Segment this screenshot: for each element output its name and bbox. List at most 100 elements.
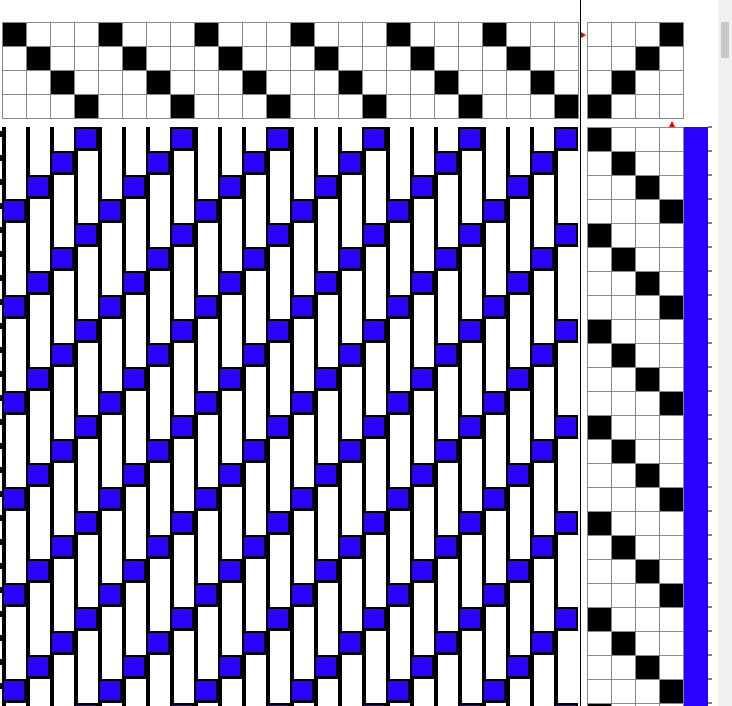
treadling-cell — [611, 151, 636, 176]
edge-tick — [0, 179, 2, 185]
weft-float-fill — [76, 609, 96, 628]
threading-cell — [242, 46, 267, 71]
warp-edge — [218, 127, 222, 706]
weft-float-fill — [244, 345, 264, 364]
weft-float — [554, 703, 578, 706]
treadling-cell — [611, 295, 636, 320]
threading-cell — [314, 46, 339, 71]
warp-edge — [146, 127, 150, 706]
threading-cell — [290, 94, 315, 119]
treadling-cell — [635, 655, 660, 680]
threading-cell — [314, 94, 339, 119]
weft-float-fill — [124, 369, 144, 388]
threading-cell — [170, 94, 195, 119]
threading-cell — [434, 94, 459, 119]
marker — [581, 32, 586, 38]
threading-cell — [482, 94, 507, 119]
threading-cell — [458, 46, 483, 71]
threading-cell — [98, 94, 123, 119]
threading-cell — [482, 70, 507, 95]
threading-cell — [554, 70, 579, 95]
treadling-cell — [635, 199, 660, 224]
weft-float-fill — [412, 369, 432, 388]
threading-cell — [530, 22, 555, 47]
treadling-cell — [587, 151, 612, 176]
treadling-cell — [659, 607, 684, 632]
weft-float-fill — [364, 609, 384, 628]
weft-float-fill — [484, 393, 504, 412]
weft-float-fill — [436, 153, 456, 172]
threading-cell — [194, 94, 219, 119]
weft-float-fill — [532, 345, 552, 364]
edge-tick — [0, 131, 2, 137]
grids — [0, 22, 712, 706]
weft-float-fill — [340, 537, 360, 556]
treadling-cell — [611, 415, 636, 440]
threading-cell — [386, 22, 411, 47]
treadling-cell — [587, 607, 612, 632]
weft-float-fill — [220, 657, 240, 676]
treadling-cell — [587, 175, 612, 200]
treadling-cell — [659, 511, 684, 536]
treadling-cell — [659, 463, 684, 488]
treadling-cell — [611, 127, 636, 152]
treadling-cell — [635, 439, 660, 464]
warp-edge — [530, 127, 534, 706]
treadling-cell — [659, 151, 684, 176]
treadling-cell — [659, 199, 684, 224]
weft-float-fill — [196, 585, 216, 604]
threading-cell — [554, 46, 579, 71]
treadling-cell — [611, 463, 636, 488]
weft-float-fill — [244, 441, 264, 460]
threading-cell — [266, 22, 291, 47]
weft-float-fill — [4, 201, 24, 220]
weft-float-fill — [52, 249, 72, 268]
threading-cell — [410, 94, 435, 119]
weft-float-fill — [460, 417, 480, 436]
treadling-cell — [659, 535, 684, 560]
treadling-cell — [635, 151, 660, 176]
threading-cell — [458, 94, 483, 119]
weft-float-fill — [484, 681, 504, 700]
tieup-cell — [587, 70, 612, 95]
warp-edge — [338, 127, 342, 706]
weft-float-fill — [316, 465, 336, 484]
tieup-cell — [659, 94, 684, 119]
treadling-cell — [611, 223, 636, 248]
edge-tick — [0, 299, 2, 305]
threading-cell — [314, 22, 339, 47]
treadling-cell — [587, 343, 612, 368]
treadling-cell — [635, 511, 660, 536]
weft-float-fill — [364, 129, 384, 148]
edge-tick — [0, 539, 2, 545]
threading-cell — [2, 94, 27, 119]
tieup-cell — [611, 46, 636, 71]
threading-cell — [170, 22, 195, 47]
threading-cell — [170, 70, 195, 95]
weft-float-fill — [436, 537, 456, 556]
weft-float-fill — [532, 441, 552, 460]
weft-float — [170, 703, 194, 706]
weft-float-fill — [244, 153, 264, 172]
scrollbar[interactable] — [718, 0, 732, 706]
threading-cell — [506, 94, 531, 119]
weft-float-fill — [124, 177, 144, 196]
weft-float-fill — [292, 585, 312, 604]
tieup-cell — [635, 22, 660, 47]
weft-float-fill — [52, 633, 72, 652]
threading-cell — [482, 46, 507, 71]
edge-tick — [0, 419, 2, 425]
weft-float-fill — [388, 681, 408, 700]
tieup-cell — [635, 70, 660, 95]
weft-float-fill — [124, 465, 144, 484]
scrollbar-thumb[interactable] — [721, 22, 729, 58]
treadling-cell — [587, 391, 612, 416]
treadling-cell — [635, 391, 660, 416]
treadling-cell — [659, 655, 684, 680]
weft-float-fill — [52, 153, 72, 172]
threading-cell — [194, 22, 219, 47]
treadling-cell — [587, 223, 612, 248]
treadling-cell — [611, 511, 636, 536]
weft-float-fill — [292, 297, 312, 316]
weft-float-fill — [508, 465, 528, 484]
